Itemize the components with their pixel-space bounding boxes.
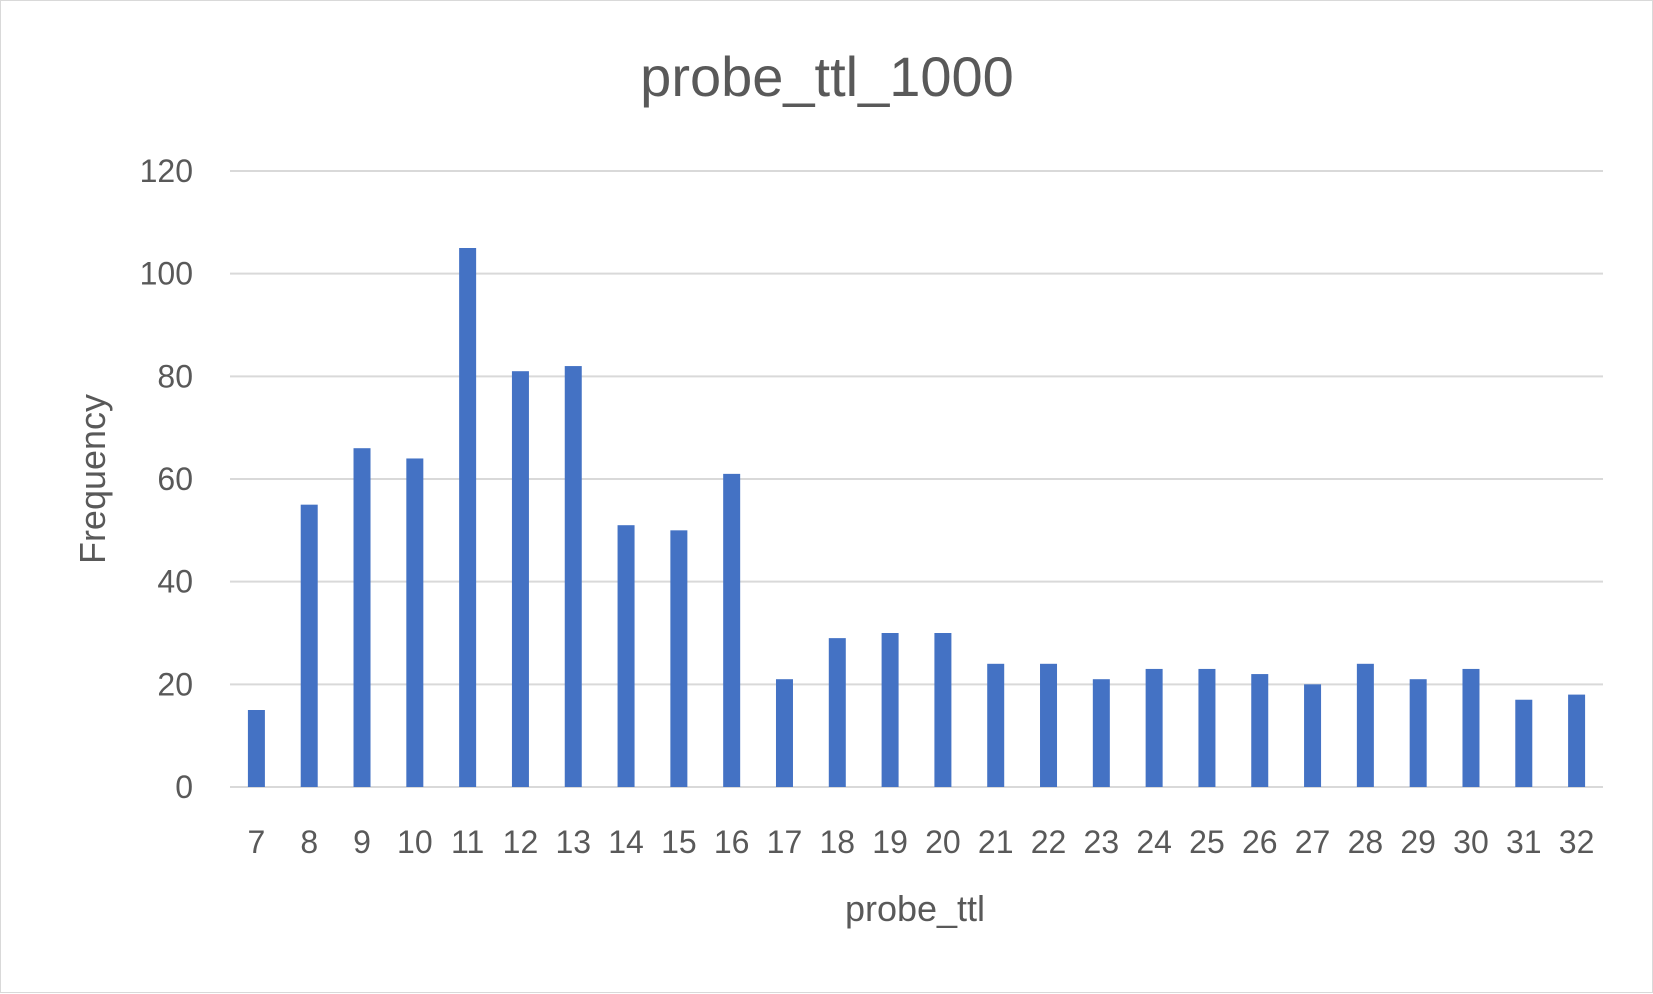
bar-32: [1568, 694, 1586, 787]
bar-15: [670, 530, 688, 787]
bar-14: [617, 525, 635, 787]
chart-title: probe_ttl_1000: [640, 45, 1014, 108]
x-tick-label: 17: [767, 824, 803, 860]
x-tick-label: 18: [819, 824, 855, 860]
bar-17: [775, 679, 793, 787]
x-tick-label: 7: [248, 824, 266, 860]
x-axis-title: probe_ttl: [845, 888, 985, 929]
x-tick-label: 16: [714, 824, 750, 860]
bar-19: [881, 633, 899, 787]
x-tick-label: 26: [1242, 824, 1278, 860]
x-tick-label: 28: [1348, 824, 1384, 860]
x-tick-label: 20: [925, 824, 961, 860]
x-tick-label: 27: [1295, 824, 1331, 860]
gridlines: [230, 170, 1603, 788]
bar-13: [564, 366, 582, 787]
bar-24: [1145, 668, 1163, 787]
bars: [247, 248, 1586, 787]
bar-21: [987, 663, 1005, 787]
bar-8: [300, 504, 318, 787]
bar-9: [353, 448, 371, 787]
x-tick-label: 8: [300, 824, 318, 860]
x-tick-label: 31: [1506, 824, 1542, 860]
bar-31: [1515, 699, 1533, 787]
bar-29: [1409, 679, 1427, 787]
x-tick-label: 12: [503, 824, 539, 860]
y-tick-label: 120: [140, 153, 193, 189]
bar-16: [723, 473, 741, 787]
bar-28: [1356, 663, 1374, 787]
x-tick-label: 15: [661, 824, 697, 860]
x-tick-label: 9: [353, 824, 371, 860]
x-tick-label: 24: [1136, 824, 1172, 860]
y-tick-label: 20: [157, 666, 193, 702]
y-tick-label: 100: [140, 256, 193, 292]
y-tick-label: 60: [157, 461, 193, 497]
y-tick-label: 0: [175, 769, 193, 805]
x-tick-label: 30: [1453, 824, 1489, 860]
x-tick-label: 10: [397, 824, 433, 860]
x-tick-label: 32: [1559, 824, 1595, 860]
x-tick-label: 11: [451, 824, 484, 860]
x-axis-ticks: 7 8 9 10 11 12 13 14 15 16 17 18 19 20 21 22 23 24 25 26 27 2…: [248, 824, 1595, 860]
x-tick-label: 21: [978, 824, 1014, 860]
bar-30: [1462, 668, 1480, 787]
bar-20: [934, 633, 952, 787]
y-tick-label: 80: [157, 358, 193, 394]
bar-22: [1040, 663, 1058, 787]
bar-26: [1251, 674, 1269, 787]
bar-27: [1304, 684, 1322, 787]
bar-18: [828, 638, 846, 787]
x-tick-label: 22: [1031, 824, 1067, 860]
y-tick-label: 40: [157, 564, 193, 600]
y-axis-title: Frequency: [72, 394, 113, 564]
x-tick-label: 13: [555, 824, 591, 860]
bar-11: [459, 248, 477, 787]
bar-12: [511, 371, 529, 787]
x-tick-label: 25: [1189, 824, 1225, 860]
x-tick-label: 29: [1400, 824, 1436, 860]
y-axis-ticks: 0 20 40 60 80 100 120: [140, 153, 193, 805]
x-tick-label: 19: [872, 824, 908, 860]
bar-25: [1198, 668, 1216, 787]
x-tick-label: 14: [608, 824, 644, 860]
bar-10: [406, 458, 424, 787]
bar-7: [247, 710, 265, 787]
x-tick-label: 23: [1084, 824, 1120, 860]
bar-23: [1092, 679, 1110, 787]
